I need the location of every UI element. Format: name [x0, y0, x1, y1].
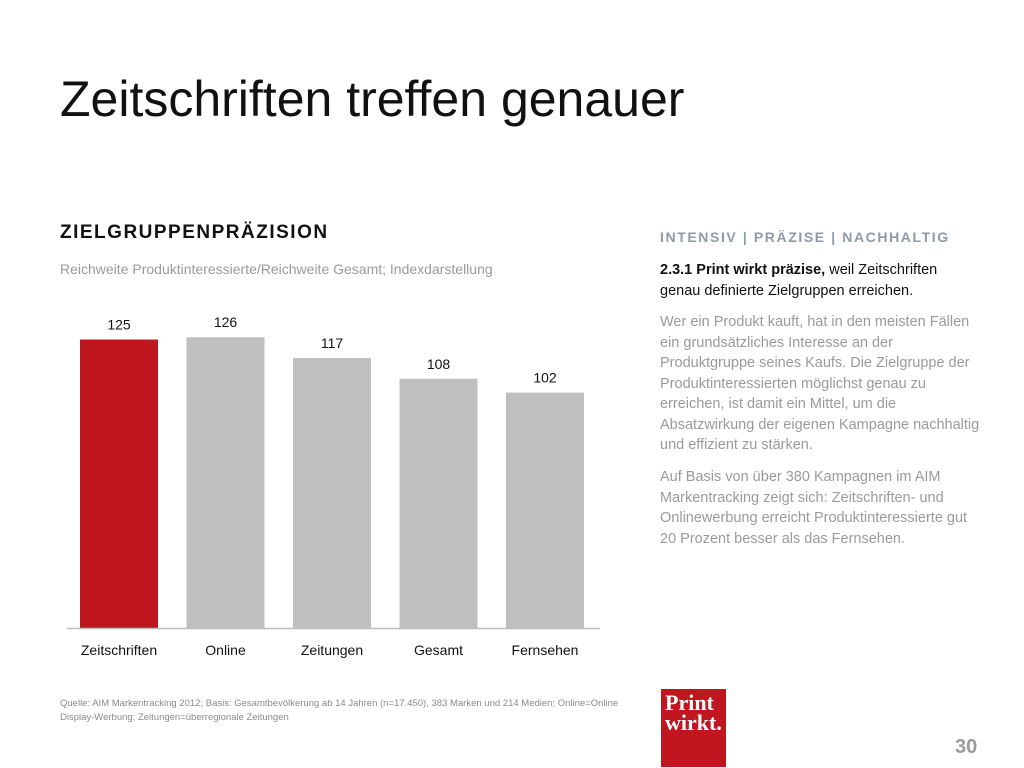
source-footnote: Quelle: AIM Markentracking 2012; Basis: … — [60, 698, 619, 723]
category-label-fernsehen: Fernsehen — [512, 642, 579, 658]
bar-value-gesamt: 108 — [427, 356, 451, 372]
bar-value-zeitschriften: 125 — [107, 317, 131, 333]
bar-chart: 125 Zeitschriften 126 Online 117 Zeitungen 108… — [55, 315, 615, 675]
category-label-zeitschriften: Zeitschriften — [81, 642, 157, 658]
bar-gesamt — [399, 378, 478, 628]
logo-line-1: Print — [665, 690, 714, 715]
paragraph-2: Auf Basis von über 380 Kampagnen im AIM … — [660, 469, 968, 547]
category-label-online: Online — [205, 642, 246, 658]
logo-line-2: wirkt. — [665, 710, 722, 735]
category-label-zeitungen: Zeitungen — [301, 642, 363, 658]
bar-value-zeitungen: 117 — [321, 335, 344, 351]
intro-rest: weil Zeitschriften genau definierte Ziel… — [660, 262, 938, 299]
paragraph-1: Wer ein Produkt kauft, hat in den meiste… — [660, 314, 980, 453]
intro-bold: 2.3.1 Print wirkt präzise, — [660, 262, 826, 278]
slide-title: Zeitschriften treffen genauer — [60, 71, 685, 127]
bar-value-fernsehen: 102 — [533, 370, 557, 386]
right-heading: INTENSIV | PRÄZISE | NACHHALTIG — [660, 229, 950, 245]
bar-fernsehen — [506, 392, 584, 628]
category-label-gesamt: Gesamt — [414, 642, 463, 658]
bar-zeitschriften — [80, 339, 158, 628]
intro-text: 2.3.1 Print wirkt präzise, weil Zeitschr… — [660, 260, 980, 302]
chart-heading: ZIELGRUPPENPRÄZISION — [60, 222, 329, 243]
bar-zeitungen — [293, 358, 371, 628]
bar-online — [186, 337, 265, 628]
bar-value-online: 126 — [214, 315, 238, 330]
chart-subtitle: Reichweite Produktinteressierte/Reichwei… — [60, 261, 493, 277]
bar-chart-svg: 125 Zeitschriften 126 Online 117 Zeitungen 108… — [67, 315, 600, 658]
page-number: 30 — [955, 736, 978, 758]
print-wirkt-logo: Print wirkt. — [661, 689, 726, 767]
